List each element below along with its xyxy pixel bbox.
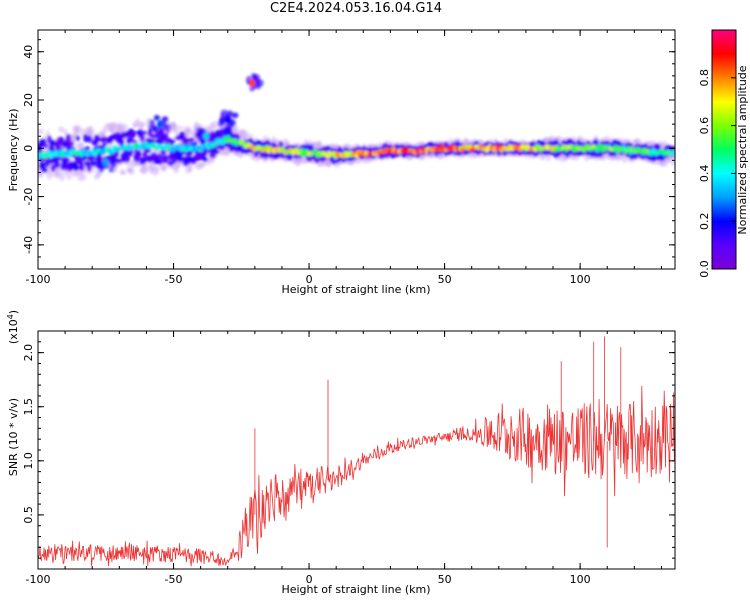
colorbar-tick-label: 0.0 — [698, 260, 711, 278]
snr-x-axis-label: Height of straight line (km) — [281, 583, 430, 596]
colorbar: 0.0 0.2 0.4 0.6 0.8 Normalized spectral ampl… — [698, 29, 749, 278]
spectrogram-panel: -100 -50 0 50 100 40 20 0 -20 -40 Height of strai… — [7, 29, 676, 296]
snr-x-tick-label: -50 — [165, 573, 183, 586]
spectrogram-y-axis-label: Frequency (Hz) — [7, 109, 20, 192]
snr-y-tick-label: 2.0 — [22, 344, 35, 362]
colorbar-tick-label: 0.8 — [698, 69, 711, 87]
snr-x-tick-label: 0 — [306, 573, 313, 586]
spectrogram-y-tick-label: 40 — [22, 45, 35, 59]
snr-x-tick-label: -100 — [26, 573, 51, 586]
spectrogram-y-tick-label: -40 — [22, 236, 35, 254]
spectrogram-x-tick-label: -100 — [26, 273, 51, 286]
snr-ticks: -100 -50 0 50 100 0.5 1.0 1.5 2.0 — [22, 331, 675, 586]
snr-panel: -100 -50 0 50 100 0.5 1.0 1.5 2.0 Height of stra… — [6, 310, 676, 596]
snr-y-tick-label: 1.0 — [22, 452, 35, 470]
chart-title: C2E4.2024.053.16.04.G14 — [269, 1, 443, 16]
snr-x-tick-label: 100 — [570, 573, 591, 586]
snr-series-line — [38, 336, 675, 567]
snr-y-tick-label: 0.5 — [22, 506, 35, 524]
colorbar-tick-label: 0.4 — [698, 165, 711, 183]
spectrogram-x-tick-label: 100 — [570, 273, 591, 286]
spectrogram-y-tick-label: -20 — [22, 188, 35, 206]
snr-y-tick-label: 1.5 — [22, 398, 35, 416]
colorbar-frame — [711, 29, 737, 270]
spectrogram-x-tick-label: 0 — [306, 273, 313, 286]
spectrogram-frame — [37, 29, 676, 270]
spectrogram-heatmap — [38, 72, 675, 182]
colorbar-tick-label: 0.6 — [698, 117, 711, 135]
spectrogram-y-tick-label: 20 — [22, 93, 35, 107]
spectrogram-x-tick-label: 50 — [438, 273, 452, 286]
colorbar-gradient — [712, 30, 736, 269]
snr-y-axis-label: SNR (10 * v/v) — [7, 398, 20, 476]
spectrogram-ticks: -100 -50 0 50 100 40 20 0 -20 -40 — [22, 30, 675, 286]
spectrogram-x-axis-label: Height of straight line (km) — [281, 283, 430, 296]
colorbar-label: Normalized spectral amplitude — [736, 65, 749, 234]
spectrogram-x-tick-label: -50 — [165, 273, 183, 286]
snr-x-tick-label: 50 — [438, 573, 452, 586]
snr-background — [38, 331, 675, 569]
spectrogram-y-tick-label: 0 — [22, 145, 35, 152]
colorbar-ticks: 0.0 0.2 0.4 0.6 0.8 — [698, 69, 736, 278]
colorbar-tick-label: 0.2 — [698, 212, 711, 230]
snr-multiplier-label: (x104) — [6, 310, 20, 344]
